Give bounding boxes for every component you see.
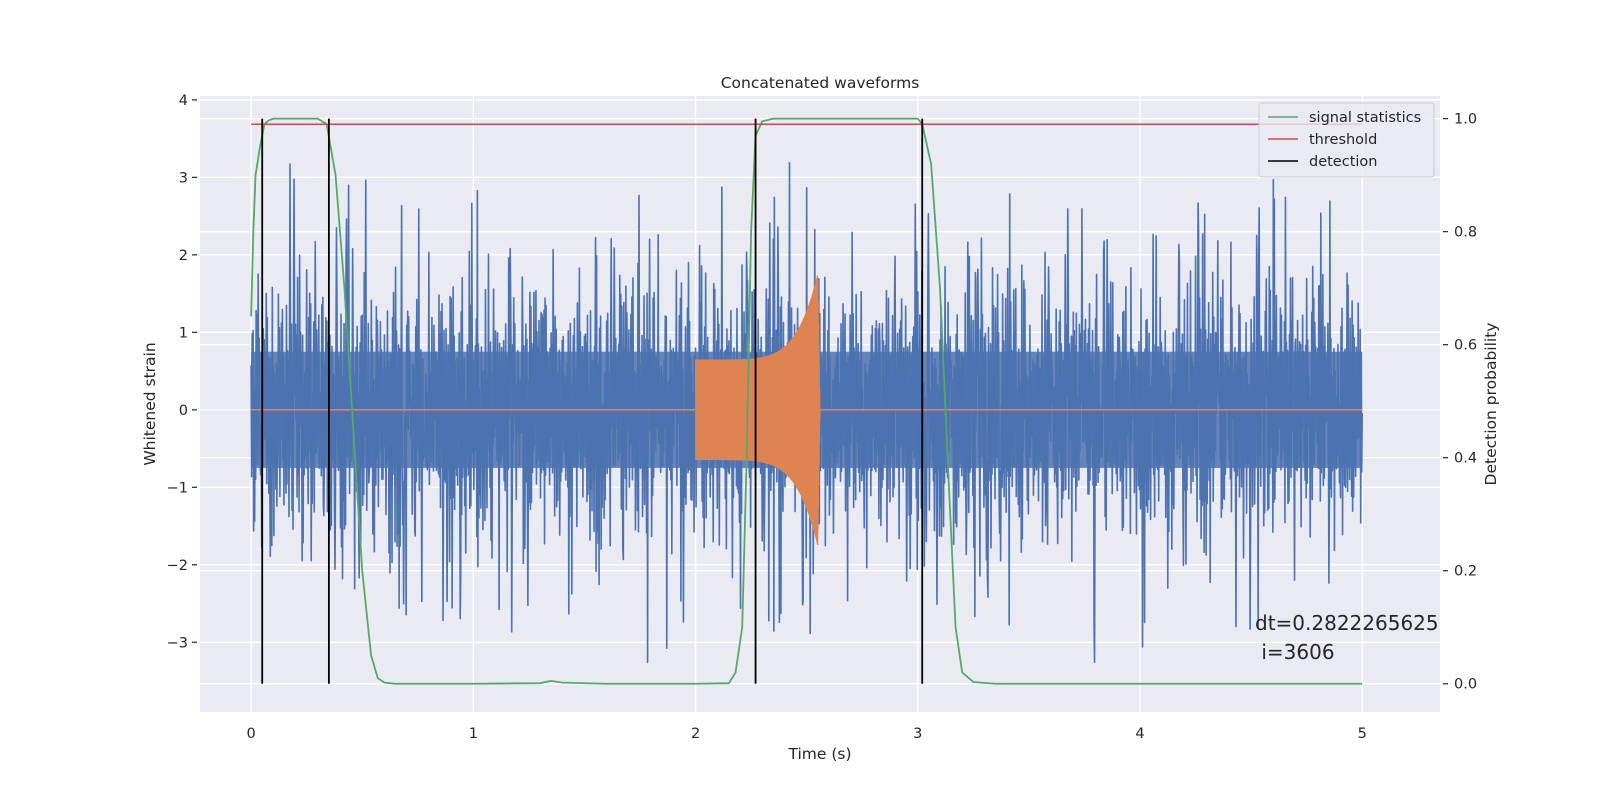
injection-chirp: [694, 275, 821, 546]
x-tick-label: 0: [246, 726, 255, 742]
detection-overlay: [250, 117, 1363, 685]
annotation-index: i=3606: [1255, 640, 1335, 664]
axis-ticks: 0 1 2 3 4 5 −3 −2 −1 0 1 2 3 4 0.0 0.2 0.4 0.6 0.8 1.0: [167, 93, 1477, 742]
injected-signal-series: [251, 275, 1363, 546]
legend: signal statistics threshold detection: [1258, 102, 1435, 178]
y-left-tick-label: −2: [167, 558, 188, 574]
x-tick-label: 1: [469, 726, 478, 742]
y-left-tick-label: 2: [179, 248, 188, 264]
y-right-tick-label: 0.0: [1454, 677, 1477, 693]
x-tick-label: 4: [1135, 726, 1144, 742]
y-right-tick-label: 0.4: [1454, 451, 1477, 467]
y-left-tick-label: 3: [179, 170, 188, 186]
y-right-tick-label: 0.8: [1454, 225, 1477, 241]
annotation-dt: dt=0.2822265625: [1255, 611, 1439, 635]
legend-label-detection: detection: [1309, 154, 1377, 170]
y-axis-right-label: Detection probability: [1482, 323, 1500, 486]
y-left-tick-label: −1: [167, 480, 188, 496]
x-axis-label: Time (s): [787, 745, 851, 763]
y-left-tick-label: 4: [179, 93, 188, 109]
y-right-tick-label: 0.2: [1454, 564, 1477, 580]
y-right-tick-label: 1.0: [1454, 112, 1477, 128]
y-axis-left-label: Whitened strain: [141, 342, 159, 465]
legend-label-signal-statistics: signal statistics: [1309, 110, 1421, 126]
legend-label-threshold: threshold: [1309, 132, 1377, 148]
y-right-tick-label: 0.6: [1454, 338, 1477, 354]
chart-title: Concatenated waveforms: [721, 74, 920, 92]
signal-statistics-line: [250, 117, 1363, 685]
y-left-tick-label: −3: [167, 635, 188, 651]
x-tick-label: 2: [691, 726, 700, 742]
legend-box: [1258, 102, 1435, 178]
y-left-tick-label: 0: [179, 403, 188, 419]
x-tick-label: 5: [1358, 726, 1367, 742]
x-tick-label: 3: [913, 726, 922, 742]
y-left-tick-label: 1: [179, 325, 188, 341]
